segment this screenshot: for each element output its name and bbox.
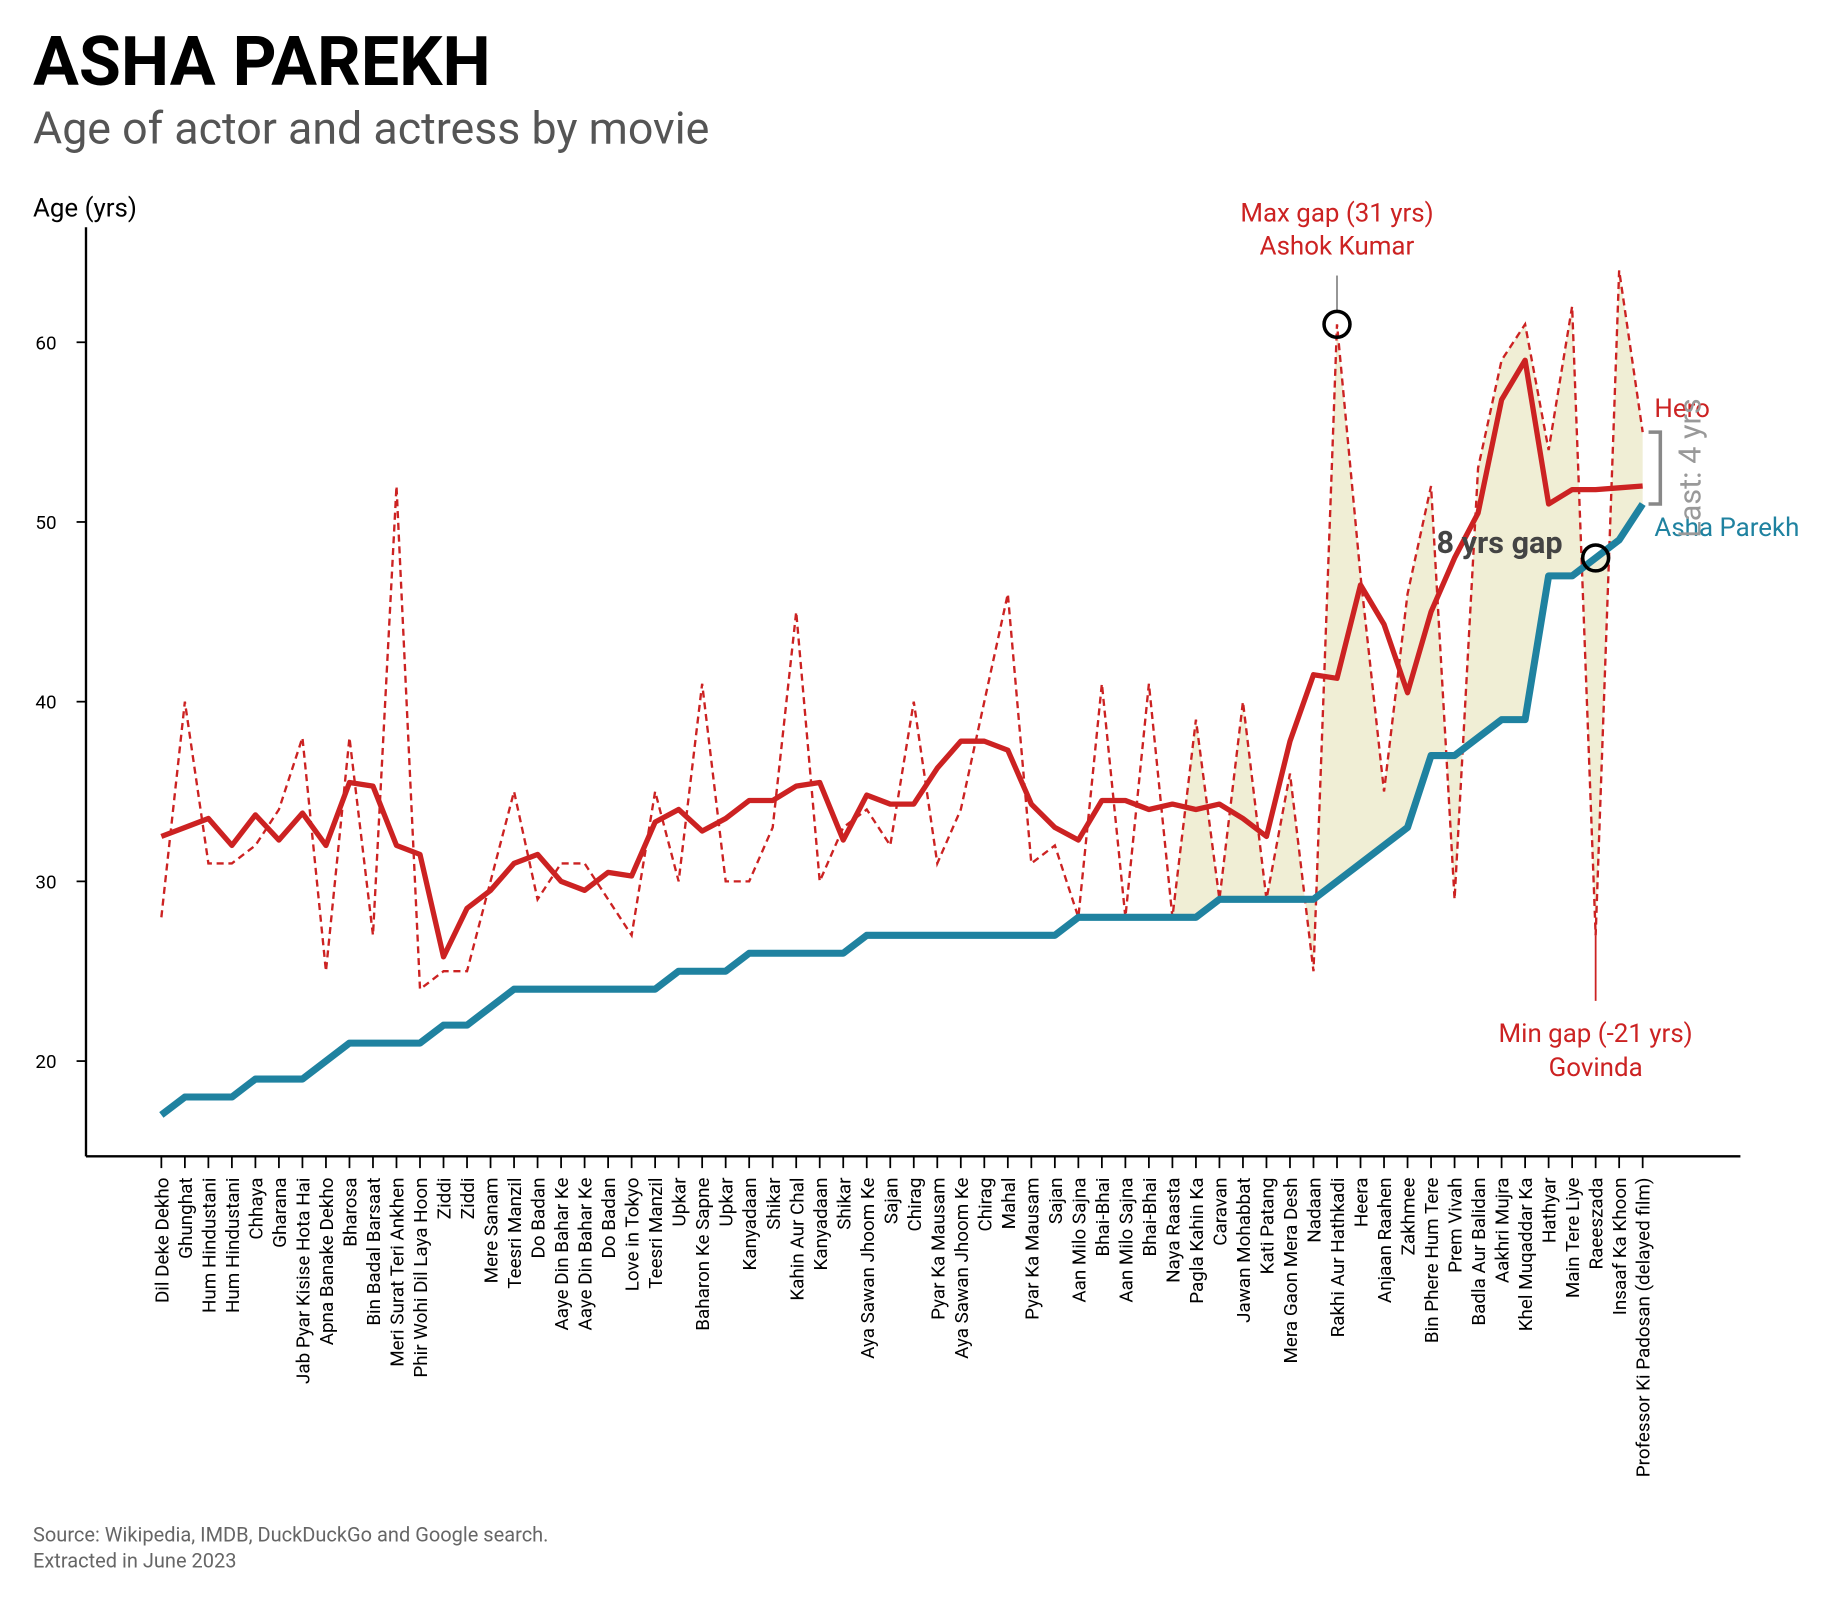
x-tick-label: Aaye Din Bahar Ke (551, 1178, 573, 1331)
annotation: Max gap (31 yrs) (1240, 198, 1433, 228)
x-tick-label: Prem Vivah (1445, 1178, 1467, 1273)
x-tick-label: Teesri Manzil (645, 1178, 667, 1289)
x-tick-label: Do Badan (598, 1178, 620, 1259)
x-tick-label: Phir Wohi Dil Laya Hoon (410, 1178, 432, 1378)
source: Extracted in June 2023 (33, 1548, 236, 1572)
annotation: 8 yrs gap (1436, 526, 1562, 561)
x-tick-label: Professor Ki Padosan (delayed film) (1633, 1178, 1655, 1478)
gap-bracket (1648, 430, 1663, 506)
x-tick-label: Kati Patang (1257, 1178, 1279, 1275)
x-tick-label: Bin Phere Hum Tere (1421, 1177, 1443, 1343)
x-tick-label: Bhai-Bhai (1139, 1178, 1161, 1257)
gap-area (1172, 270, 1643, 972)
x-tick-label: Aya Sawan Jhoom Ke (951, 1177, 973, 1358)
x-tick-label: Bhai-Bhai (1092, 1178, 1114, 1257)
x-tick-label: Chhaya (245, 1178, 267, 1240)
y-tick-label: 20 (35, 1051, 56, 1073)
x-tick-label: Sajan (880, 1178, 902, 1225)
x-tick-label: Mahal (998, 1178, 1020, 1230)
y-tick-label: 50 (35, 512, 56, 534)
x-tick-label: Ziddi (457, 1178, 479, 1220)
x-tick-label: Raeeszada (1586, 1178, 1608, 1270)
x-tick-label: Kahin Aur Chal (786, 1178, 808, 1301)
x-tick-label: Gharana (269, 1178, 291, 1248)
x-tick-label: Pyar Ka Mausam (927, 1178, 949, 1320)
x-tick-label: Shikar (763, 1177, 785, 1230)
x-tick-label: Pagla Kahin Ka (1186, 1178, 1208, 1304)
x-tick-label: Aaye Din Bahar Ke (575, 1178, 597, 1331)
chart-title: ASHA PAREKH (33, 22, 491, 102)
x-tick-label: Love in Tokyo (622, 1178, 644, 1292)
x-tick-label: Hathyar (1539, 1177, 1561, 1243)
y-tick-label: 60 (35, 332, 56, 354)
x-tick-label: Apna Banake Dekho (316, 1178, 338, 1346)
x-tick-label: Pyar Ka Mausam (1021, 1178, 1043, 1320)
legend-label: Hero (1654, 394, 1710, 424)
annotation: Ashok Kumar (1260, 231, 1415, 261)
x-tick-label: Upkar (716, 1177, 738, 1227)
annotation-marker (1580, 543, 1611, 573)
x-tick-label: Shikar (833, 1177, 855, 1230)
x-tick-label: Baharon Ke Sapne (692, 1178, 714, 1331)
x-tick-label: Kanyadaan (810, 1178, 832, 1271)
hero-trend-line (160, 357, 1643, 960)
source: Source: Wikipedia, IMDB, DuckDuckGo and … (33, 1522, 548, 1546)
x-tick-label: Hum Hindustani (198, 1178, 220, 1314)
x-tick-label: Ziddi (434, 1178, 456, 1220)
x-tick-label: Chirag (904, 1178, 926, 1232)
x-tick-label: Dil Deke Dekho (151, 1178, 173, 1304)
x-tick-label: Meri Surat Teri Ankhen (387, 1178, 409, 1367)
x-tick-label: Anjaan Raahen (1374, 1178, 1396, 1304)
x-tick-label: Sajan (1045, 1178, 1067, 1225)
annotation-marker (1322, 309, 1352, 340)
chart-subtitle: Age of actor and actress by movie (33, 102, 709, 155)
x-tick-label: Naya Raasta (1162, 1178, 1184, 1283)
y-tick-label: 30 (35, 871, 56, 893)
x-tick-label: Teesri Manzil (504, 1178, 526, 1289)
x-tick-label: Do Badan (528, 1178, 550, 1259)
annotation: Govinda (1549, 1053, 1643, 1083)
x-tick-label: Bharosa (340, 1178, 362, 1247)
y-tick-label: 40 (35, 692, 56, 714)
x-tick-label: Mera Gaon Mera Desh (1280, 1178, 1302, 1364)
annotation: Last: 4 yrs (1673, 398, 1708, 537)
x-tick-label: Upkar (669, 1177, 691, 1227)
x-tick-label: Ghunghat (175, 1178, 197, 1259)
x-tick-label: Aakhri Mujra (1492, 1178, 1514, 1284)
x-tick-label: Jawan Mohabbat (1233, 1178, 1255, 1323)
x-tick-label: Kanyadaan (739, 1178, 761, 1271)
x-tick-label: Aya Sawan Jhoom Ke (857, 1177, 879, 1358)
x-tick-label: Insaaf Ka Khoon (1609, 1178, 1631, 1316)
x-tick-label: Rakhi Aur Hathkadi (1327, 1178, 1349, 1338)
asha-line (159, 502, 1646, 1118)
x-tick-label: Badla Aur Balidan (1468, 1178, 1490, 1326)
hero-line (160, 270, 1644, 992)
x-tick-label: Chirag (974, 1178, 996, 1232)
x-tick-label: Mere Sanam (481, 1178, 503, 1284)
x-tick-label: Khel Muqaddar Ka (1515, 1178, 1537, 1332)
x-tick-label: Caravan (1210, 1178, 1232, 1246)
x-tick-label: Zakhmee (1398, 1178, 1420, 1256)
x-tick-label: Main Tere Liye (1562, 1178, 1584, 1299)
x-tick-label: Bin Badal Barsaat (363, 1178, 385, 1326)
x-tick-label: Aan Milo Sajna (1068, 1178, 1090, 1303)
x-tick-label: Heera (1351, 1178, 1373, 1228)
annotation: Min gap (-21 yrs) (1499, 1019, 1693, 1049)
x-tick-label: Nadaan (1304, 1178, 1326, 1243)
x-tick-label: Jab Pyar Kisise Hota Hai (293, 1178, 315, 1385)
x-tick-label: Hum Hindustani (222, 1178, 244, 1314)
x-tick-label: Aan Milo Sajna (1115, 1178, 1137, 1303)
y-axis-label: Age (yrs) (33, 194, 137, 224)
legend-label: Asha Parekh (1654, 513, 1799, 543)
